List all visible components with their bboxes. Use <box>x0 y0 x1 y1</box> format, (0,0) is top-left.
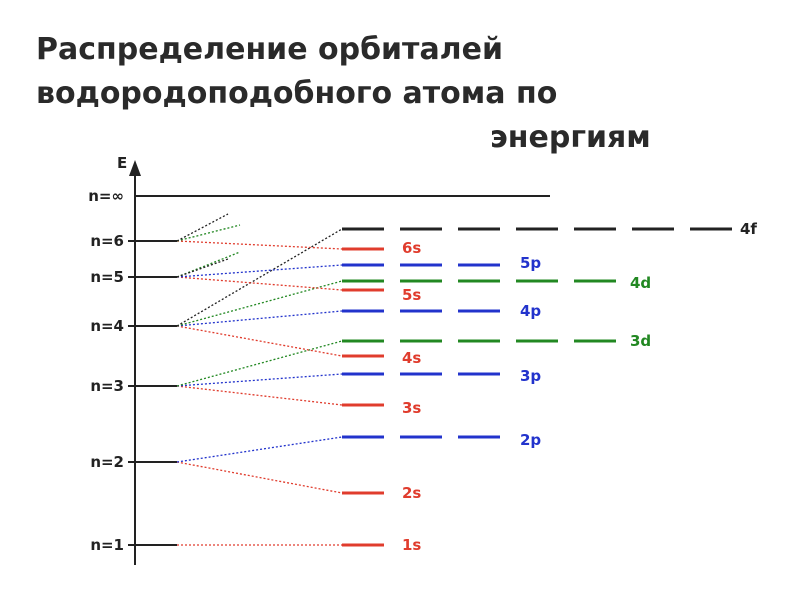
connector-line-s <box>176 325 343 357</box>
connector-line-d <box>176 251 241 278</box>
orbital-3s: 3s <box>342 399 421 417</box>
diagram-title: Распределение орбиталей водородоподобног… <box>36 28 651 160</box>
connector-line-s <box>176 385 343 406</box>
orbital-5p: 5p <box>342 254 541 272</box>
connector-line-s <box>176 276 343 291</box>
orbital-1s: 1s <box>342 536 421 554</box>
orbital-label-1s: 1s <box>402 536 421 554</box>
orbital-label-6s: 6s <box>402 239 421 257</box>
orbital-label-5p: 5p <box>520 254 541 272</box>
orbital-2s: 2s <box>342 484 421 502</box>
axis-label-e: E <box>117 154 127 172</box>
orbital-label-4d: 4d <box>630 274 651 292</box>
orbital-label-3d: 3d <box>630 332 651 350</box>
title-line-3: энергиям <box>490 120 651 155</box>
title-line-1: Распределение орбиталей <box>36 32 504 67</box>
orbital-3p: 3p <box>342 367 541 385</box>
connector-line-f <box>176 228 343 327</box>
orbital-4d: 4d <box>342 274 651 292</box>
connector-line-s <box>176 240 343 250</box>
orbital-2p: 2p <box>342 431 541 449</box>
connector-line-f <box>176 258 229 278</box>
orbital-label-3p: 3p <box>520 367 541 385</box>
level-label: n=2 <box>90 453 124 471</box>
orbital-label-3s: 3s <box>402 399 421 417</box>
level-label: n=5 <box>90 268 124 286</box>
connector-line-p <box>176 373 343 387</box>
energy-axis-arrow <box>129 160 141 176</box>
level-label: n=6 <box>90 232 124 250</box>
orbital-3d: 3d <box>342 332 651 350</box>
orbital-4p: 4p <box>342 302 541 320</box>
connector-line-d <box>176 280 343 327</box>
connector-line-p <box>176 310 343 327</box>
level-label: n=∞ <box>88 187 124 205</box>
connector-line-f <box>176 213 229 242</box>
orbital-4s: 4s <box>342 349 421 367</box>
level-label: n=1 <box>90 536 124 554</box>
orbital-label-2p: 2p <box>520 431 541 449</box>
orbital-label-4p: 4p <box>520 302 541 320</box>
orbital-6s: 6s <box>342 239 421 257</box>
level-label: n=3 <box>90 377 124 395</box>
orbital-4f: 4f <box>342 220 757 238</box>
orbital-5s: 5s <box>342 286 421 304</box>
title-line-2: водородоподобного атома по <box>36 76 558 111</box>
connector-line-s <box>176 461 343 494</box>
connector-line-d <box>176 340 343 387</box>
level-label: n=4 <box>90 317 124 335</box>
orbital-label-2s: 2s <box>402 484 421 502</box>
connector-line-p <box>176 264 343 278</box>
orbital-label-4f: 4f <box>740 220 757 238</box>
connector-line-p <box>176 436 343 463</box>
orbital-label-5s: 5s <box>402 286 421 304</box>
orbital-label-4s: 4s <box>402 349 421 367</box>
connector-line-d <box>176 224 241 242</box>
